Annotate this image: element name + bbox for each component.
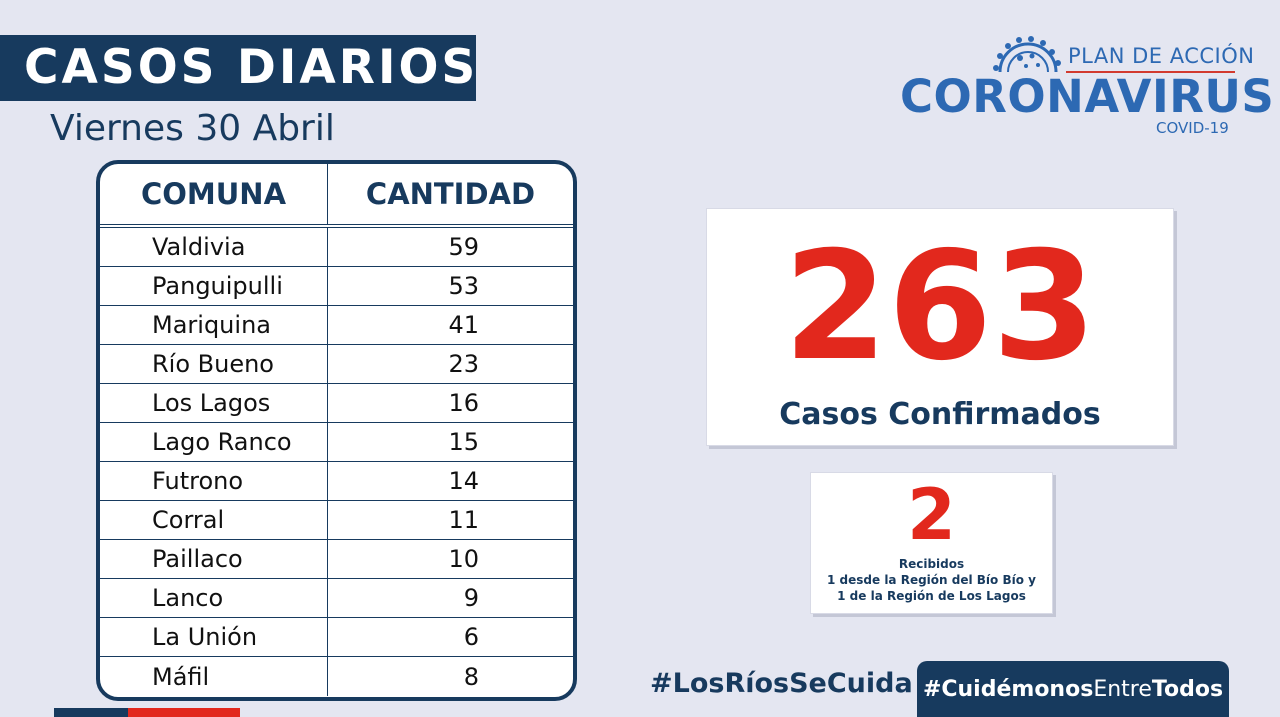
- table-row: Corral 11: [100, 501, 573, 540]
- table-row: Panguipulli 53: [100, 267, 573, 306]
- table-row: Los Lagos 16: [100, 384, 573, 423]
- table-row: Río Bueno 23: [100, 345, 573, 384]
- cell-cantidad: 11: [448, 506, 479, 534]
- cell-comuna: La Unión: [100, 618, 328, 656]
- table-row: Lanco 9: [100, 579, 573, 618]
- logo-sub: COVID-19: [1156, 119, 1229, 137]
- cell-cantidad: 16: [448, 389, 479, 417]
- logo-name: CORONAVIRUS: [900, 70, 1275, 123]
- cell-comuna: Panguipulli: [100, 267, 328, 305]
- hashtag-part-2: Entre: [1093, 676, 1152, 702]
- cell-cantidad: 8: [463, 662, 479, 691]
- cell-comuna: Valdivia: [100, 228, 328, 266]
- footer-bar-red: [128, 708, 240, 717]
- received-cases-card: 2 Recibidos 1 desde la Región del Bío Bí…: [810, 472, 1053, 614]
- cell-cantidad: 53: [448, 272, 479, 300]
- table-row: Máfil 8: [100, 657, 573, 696]
- cell-comuna: Máfil: [100, 657, 328, 696]
- date-subtitle: Viernes 30 Abril: [50, 108, 335, 149]
- logo-underline: [1066, 71, 1235, 73]
- table-row: Paillaco 10: [100, 540, 573, 579]
- confirmed-count: 263: [783, 220, 1097, 394]
- hashtag-part-1: #Cuidémonos: [922, 676, 1094, 702]
- hashtag-cuidemonos-banner: #Cuidémonos Entre Todos: [917, 661, 1229, 717]
- received-label: Recibidos: [898, 557, 965, 571]
- cell-comuna: Corral: [100, 501, 328, 539]
- table-row: La Unión 6: [100, 618, 573, 657]
- cell-cantidad: 23: [448, 350, 479, 378]
- cell-comuna: Lanco: [100, 579, 328, 617]
- cell-comuna: Lago Ranco: [100, 423, 328, 461]
- cell-comuna: Río Bueno: [100, 345, 328, 383]
- logo-plan-text: PLAN DE ACCIÓN: [1068, 44, 1255, 68]
- cases-table: COMUNA CANTIDAD Valdivia 59 Panguipulli 53…: [96, 160, 577, 701]
- cell-cantidad: 15: [448, 428, 479, 456]
- table-row: Mariquina 41: [100, 306, 573, 345]
- table-body: Valdivia 59 Panguipulli 53 Mariquina 41 Río…: [100, 228, 573, 696]
- hashtag-part-3: Todos: [1151, 676, 1224, 702]
- table-header: COMUNA CANTIDAD: [100, 164, 573, 228]
- cell-comuna: Mariquina: [100, 306, 328, 344]
- table-row: Lago Ranco 15: [100, 423, 573, 462]
- header-comuna: COMUNA: [100, 164, 328, 224]
- footer-bar-blue: [54, 708, 128, 717]
- cell-cantidad: 10: [448, 545, 479, 573]
- cell-cantidad: 14: [448, 467, 479, 495]
- cell-comuna: Paillaco: [100, 540, 328, 578]
- page-title: CASOS DIARIOS: [0, 35, 476, 101]
- table-row: Futrono 14: [100, 462, 573, 501]
- cell-cantidad: 6: [463, 623, 479, 651]
- received-count: 2: [907, 474, 956, 556]
- received-detail-1: 1 desde la Región del Bío Bío y: [827, 573, 1036, 587]
- virus-icon: [993, 36, 1061, 73]
- hashtag-losrios: #LosRíosSeCuida: [650, 668, 913, 699]
- cell-cantidad: 9: [463, 584, 479, 612]
- received-detail-2: 1 de la Región de Los Lagos: [837, 589, 1026, 603]
- coronavirus-logo: PLAN DE ACCIÓN CORONAVIRUS COVID-19: [900, 32, 1274, 142]
- cell-cantidad: 41: [448, 311, 479, 339]
- confirmed-cases-card: 263 Casos Confirmados: [706, 208, 1174, 446]
- cell-comuna: Los Lagos: [100, 384, 328, 422]
- confirmed-label: Casos Confirmados: [779, 397, 1101, 432]
- header-cantidad: CANTIDAD: [365, 177, 536, 211]
- cell-comuna: Futrono: [100, 462, 328, 500]
- table-row: Valdivia 59: [100, 228, 573, 267]
- cell-cantidad: 59: [448, 233, 479, 261]
